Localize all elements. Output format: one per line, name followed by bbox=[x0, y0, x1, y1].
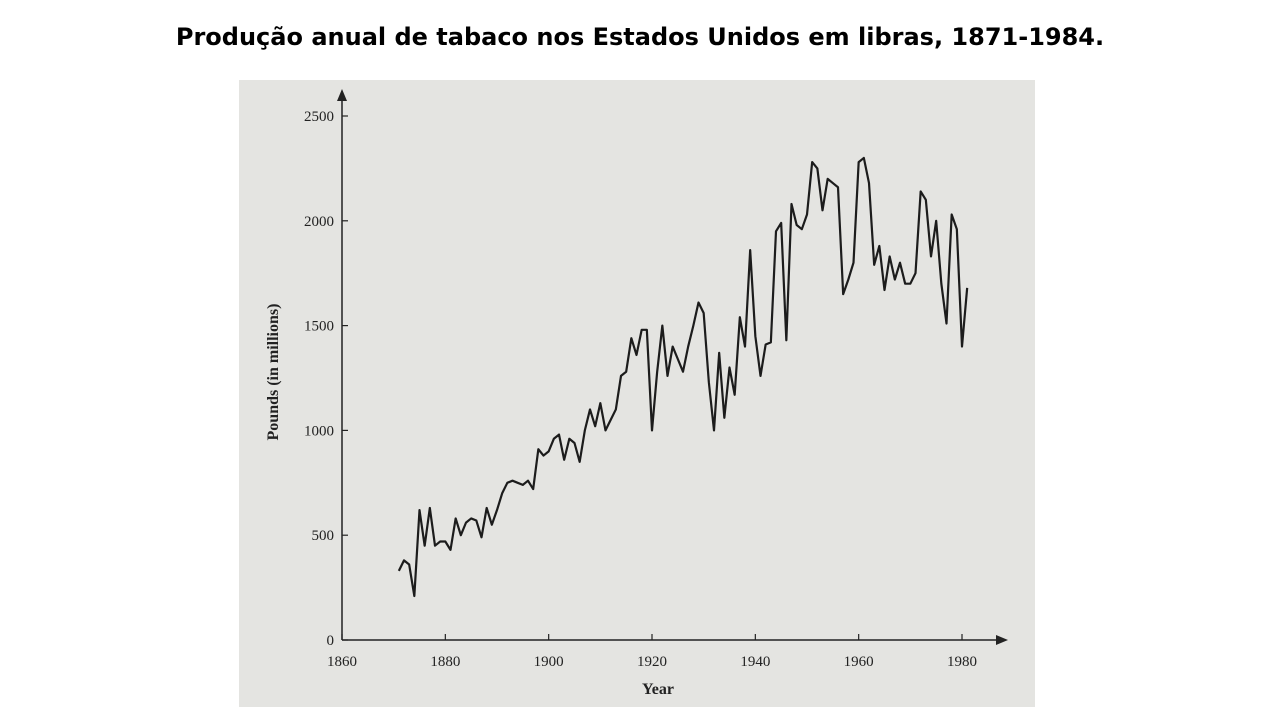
y-tick-label: 2000 bbox=[304, 214, 334, 230]
x-axis-label: Year bbox=[642, 681, 674, 698]
x-tick-label: 1980 bbox=[947, 654, 977, 670]
x-tick-label: 1900 bbox=[534, 654, 564, 670]
x-tick-label: 1860 bbox=[327, 654, 357, 670]
x-tick-label: 1920 bbox=[637, 654, 667, 670]
y-tick-label: 1000 bbox=[304, 423, 334, 439]
y-tick-label: 1500 bbox=[304, 319, 334, 335]
y-axis-label: Pounds (in millions) bbox=[265, 304, 282, 441]
chart-photo-background bbox=[239, 80, 1035, 707]
y-tick-label: 2500 bbox=[304, 109, 334, 125]
slide-title: Produção anual de tabaco nos Estados Uni… bbox=[176, 23, 1104, 51]
y-axis-arrow bbox=[337, 89, 347, 101]
data-line bbox=[397, 156, 969, 598]
x-tick-label: 1940 bbox=[740, 654, 770, 670]
x-axis-arrow bbox=[996, 635, 1008, 645]
x-tick-label: 1880 bbox=[430, 654, 460, 670]
y-tick-label: 500 bbox=[312, 528, 335, 544]
x-tick-label: 1960 bbox=[844, 654, 874, 670]
y-tick-label: 0 bbox=[327, 633, 335, 649]
